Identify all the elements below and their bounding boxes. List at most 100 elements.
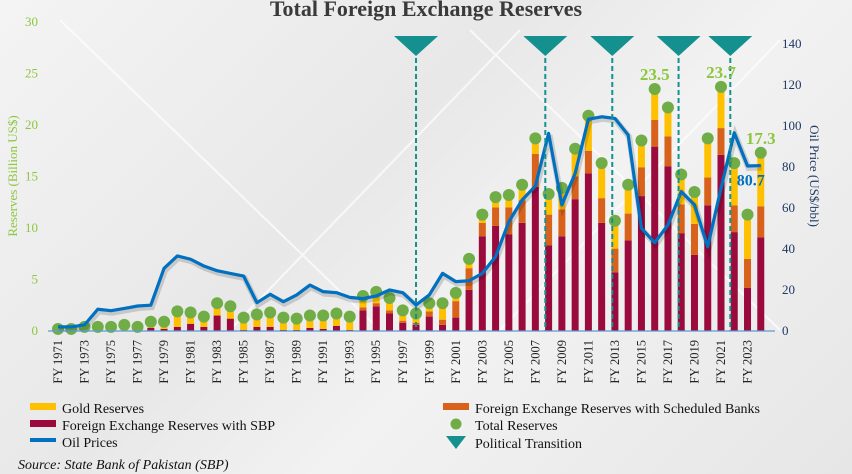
legend-label: Total Reserves bbox=[475, 419, 558, 434]
bar-sbp bbox=[664, 166, 672, 331]
bar-scheduled-banks bbox=[584, 150, 592, 174]
total-reserve-dot bbox=[529, 132, 542, 145]
bar-sbp bbox=[425, 316, 433, 331]
total-reserve-dot bbox=[330, 307, 343, 320]
legend-item-total: Total Reserves bbox=[450, 418, 558, 434]
bar-scheduled-banks bbox=[704, 177, 712, 206]
y-axis-left-ticks: 0 5 10 15 20 25 30 bbox=[25, 14, 38, 338]
total-reserve-dot bbox=[264, 306, 277, 319]
source-note: Source: State Bank of Pakistan (SBP) bbox=[18, 458, 229, 473]
bar-gold bbox=[439, 303, 447, 320]
bar-sbp bbox=[598, 222, 606, 331]
total-reserve-dot bbox=[449, 286, 462, 299]
bar-scheduled-banks bbox=[478, 222, 486, 237]
y-tick-label: 15 bbox=[25, 169, 38, 184]
total-reserve-dot bbox=[118, 318, 131, 331]
legend: Gold Reserves Foreign Exchange Reserves … bbox=[30, 402, 760, 452]
total-reserve-dot bbox=[184, 306, 197, 319]
x-tick-label: FY 1989 bbox=[290, 340, 304, 384]
bar-scheduled-banks bbox=[664, 136, 672, 167]
bar-sbp bbox=[226, 318, 234, 331]
bar-sbp bbox=[465, 289, 473, 331]
bar-gold bbox=[386, 298, 393, 311]
bar-sbp bbox=[160, 328, 168, 331]
bar-scheduled-banks bbox=[624, 213, 632, 241]
total-reserve-dot bbox=[476, 208, 489, 221]
legend-label: Political Transition bbox=[475, 437, 582, 452]
legend-swatch-political-triangle-icon bbox=[446, 436, 466, 449]
legend-item-sbp: Foreign Exchange Reserves with SBP bbox=[30, 419, 275, 434]
legend-label: Gold Reserves bbox=[62, 402, 144, 417]
political-transition-triangle-icon bbox=[394, 36, 439, 56]
x-tick-label: FY 2011 bbox=[581, 340, 595, 383]
bar-scheduled-banks bbox=[651, 119, 659, 147]
bar-gold bbox=[505, 195, 513, 208]
y-tick-label: 25 bbox=[25, 66, 38, 81]
bar-scheduled-banks bbox=[531, 153, 539, 187]
bar-sbp bbox=[266, 326, 274, 331]
bar-gold bbox=[611, 220, 619, 249]
bar-gold bbox=[651, 88, 659, 120]
total-reserve-dot bbox=[675, 168, 688, 181]
bar-scheduled-banks bbox=[637, 167, 645, 197]
total-reserve-dot bbox=[410, 307, 423, 320]
bar-sbp bbox=[319, 328, 327, 331]
x-tick-label: FY 1979 bbox=[157, 340, 171, 384]
bar-sbp bbox=[704, 205, 712, 331]
x-tick-label: FY 2019 bbox=[687, 340, 701, 384]
bar-gold bbox=[240, 317, 248, 330]
total-reserve-dot bbox=[489, 191, 502, 204]
total-reserve-dot bbox=[303, 309, 316, 322]
y-axis-right-ticks: 0 20 40 60 80 100 120 140 bbox=[782, 36, 802, 338]
bar-scheduled-banks bbox=[690, 223, 698, 255]
legend-item-gold: Gold Reserves bbox=[30, 402, 144, 417]
bar-scheduled-banks bbox=[677, 204, 685, 234]
bar-sbp bbox=[147, 327, 155, 331]
y2-tick-label: 0 bbox=[782, 323, 789, 338]
bar-scheduled-banks bbox=[452, 301, 460, 318]
oil-price-line bbox=[58, 115, 762, 332]
bar-gold bbox=[531, 138, 539, 154]
x-tick-label: FY 1991 bbox=[316, 340, 330, 384]
chart-title: Total Foreign Exchange Reserves bbox=[270, 0, 583, 21]
total-reserve-dot bbox=[608, 214, 621, 227]
bar-gold bbox=[332, 313, 340, 326]
total-reserve-dot bbox=[396, 304, 409, 317]
bars bbox=[54, 86, 765, 331]
bar-sbp bbox=[253, 326, 261, 331]
bar-gold bbox=[637, 140, 645, 168]
bar-scheduled-banks bbox=[611, 248, 619, 273]
bar-scheduled-banks bbox=[757, 206, 765, 238]
bar-sbp bbox=[306, 327, 314, 331]
legend-label: Oil Prices bbox=[62, 436, 118, 451]
political-transition-triangle-icon bbox=[590, 36, 635, 56]
bar-sbp bbox=[637, 196, 645, 331]
x-tick-label: FY 2013 bbox=[608, 340, 622, 384]
x-tick-label: FY 1987 bbox=[263, 340, 277, 384]
total-reserve-dot bbox=[131, 320, 144, 333]
bar-gold bbox=[319, 315, 327, 329]
y-axis-right-label: Oil Price (US$/bbl) bbox=[807, 125, 822, 227]
total-reserve-dot bbox=[211, 297, 224, 310]
bar-sbp bbox=[571, 199, 579, 331]
total-reserve-dot bbox=[237, 311, 250, 324]
bar-scheduled-banks bbox=[558, 209, 566, 237]
legend-label: Foreign Exchange Reserves with Scheduled… bbox=[475, 402, 760, 417]
bar-scheduled-banks bbox=[717, 128, 725, 155]
political-transition-triangle-icon bbox=[656, 36, 701, 56]
bar-scheduled-banks bbox=[598, 198, 606, 223]
total-reserve-dot bbox=[701, 132, 714, 145]
bar-sbp bbox=[584, 173, 592, 331]
total-reserve-dot bbox=[648, 82, 661, 95]
total-reserve-dot bbox=[661, 101, 674, 114]
bar-gold bbox=[717, 86, 725, 129]
bar-scheduled-banks bbox=[425, 311, 433, 317]
bar-sbp bbox=[478, 236, 486, 331]
y2-tick-label: 120 bbox=[782, 77, 802, 92]
bar-scheduled-banks bbox=[545, 214, 553, 246]
bar-sbp bbox=[730, 232, 738, 331]
legend-item-banks: Foreign Exchange Reserves with Scheduled… bbox=[443, 402, 760, 417]
legend-swatch-banks bbox=[443, 403, 469, 410]
bar-gold bbox=[253, 314, 261, 327]
bar-scheduled-banks bbox=[518, 200, 526, 223]
